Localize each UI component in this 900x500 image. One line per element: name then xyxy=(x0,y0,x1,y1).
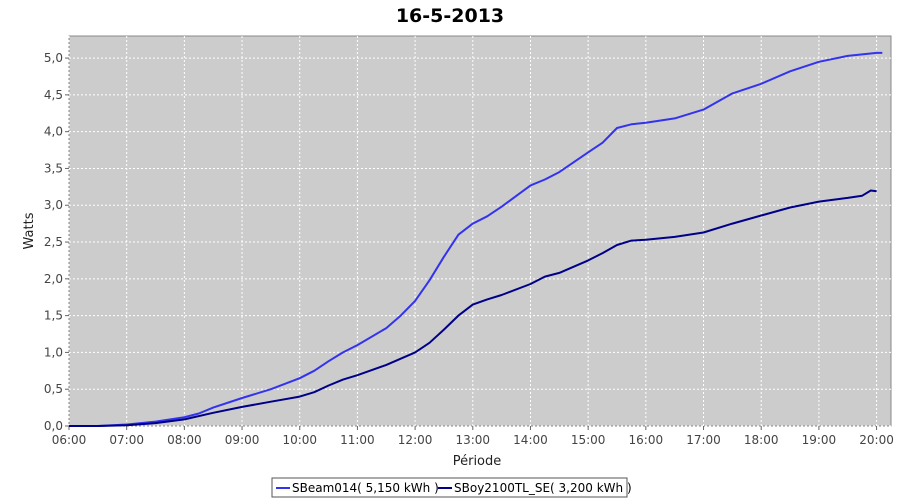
y-tick-label: 3,0 xyxy=(44,198,63,212)
x-tick-label: 12:00 xyxy=(398,433,433,447)
x-tick-label: 10:00 xyxy=(282,433,317,447)
y-tick-label: 2,5 xyxy=(44,235,63,249)
y-tick-label: 4,0 xyxy=(44,125,63,139)
x-tick-label: 16:00 xyxy=(629,433,664,447)
x-tick-label: 19:00 xyxy=(802,433,837,447)
series-lines xyxy=(69,51,883,427)
y-tick-label: 2,0 xyxy=(44,272,63,286)
y-axis-label: Watts xyxy=(22,212,37,249)
x-tick-label: 17:00 xyxy=(686,433,721,447)
series-line-1 xyxy=(69,189,877,427)
x-tick-label: 20:00 xyxy=(859,433,894,447)
plot-area xyxy=(68,35,892,427)
x-tick-label: 13:00 xyxy=(455,433,490,447)
legend-entry-sboy2100tl: SBoy2100TL_SE( 3,200 kWh ) xyxy=(454,481,632,495)
y-tick-label: 1,0 xyxy=(44,345,63,359)
x-tick-label: 08:00 xyxy=(167,433,202,447)
x-tick-label: 07:00 xyxy=(109,433,144,447)
y-tick-label: 1,5 xyxy=(44,309,63,323)
y-tick-label: 3,5 xyxy=(44,161,63,175)
legend-entry-sbeam014: SBeam014( 5,150 kWh ) xyxy=(292,481,439,495)
x-tick-label: 15:00 xyxy=(571,433,606,447)
x-tick-label: 14:00 xyxy=(513,433,548,447)
chart-title: 16-5-2013 xyxy=(396,5,504,27)
grid xyxy=(68,36,891,427)
y-tick-label: 0,0 xyxy=(44,419,63,433)
y-tick-label: 4,5 xyxy=(44,88,63,102)
y-tick-label: 0,5 xyxy=(44,382,63,396)
x-axis-label: Période xyxy=(453,454,502,469)
series-line-0 xyxy=(69,51,883,427)
y-tick-label: 5,0 xyxy=(44,51,63,65)
x-tick-label: 18:00 xyxy=(744,433,779,447)
x-tick-label: 09:00 xyxy=(225,433,260,447)
legend: SBeam014( 5,150 kWh ) SBoy2100TL_SE( 3,2… xyxy=(271,477,632,498)
x-tick-label: 11:00 xyxy=(340,433,375,447)
axes: 0,0 0,5 1,0 1,5 2,0 2,5 3,0 3,5 4,0 4,5 5,0 06:00 07… xyxy=(44,51,894,447)
x-tick-label: 06:00 xyxy=(52,433,87,447)
